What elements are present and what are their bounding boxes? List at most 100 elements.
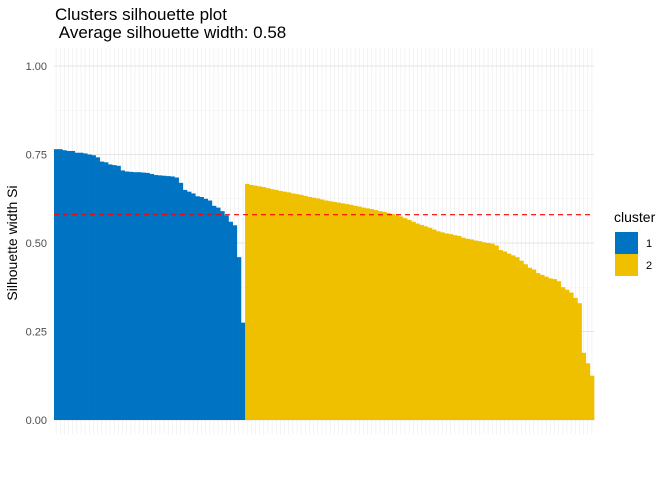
silhouette-bar	[398, 216, 404, 420]
silhouette-bar	[332, 201, 337, 420]
silhouette-bar	[99, 161, 105, 420]
silhouette-bar	[278, 190, 283, 420]
y-axis: 0.00 0.25 0.50 0.75 1.00	[26, 61, 47, 427]
silhouette-bar	[556, 281, 562, 420]
y-tick-label: 0.25	[26, 327, 47, 339]
silhouette-bar	[581, 352, 587, 420]
silhouette-bar	[108, 164, 113, 420]
silhouette-bar	[361, 207, 366, 420]
silhouette-bar	[319, 199, 325, 420]
y-tick-label: 1.00	[26, 61, 47, 73]
silhouette-bar	[357, 206, 362, 420]
silhouette-bar	[527, 267, 533, 420]
silhouette-bar	[373, 210, 379, 420]
silhouette-bar	[274, 189, 279, 420]
silhouette-bar	[78, 152, 84, 421]
silhouette-bar	[132, 172, 138, 420]
silhouette-bar	[91, 155, 96, 420]
chart-title: Clusters silhouette plot	[55, 5, 227, 24]
silhouette-bar	[299, 194, 304, 420]
silhouette-bar	[456, 235, 462, 420]
silhouette-bar	[490, 243, 495, 420]
silhouette-bar	[340, 203, 346, 420]
silhouette-bar	[112, 165, 117, 420]
silhouette-bar	[203, 198, 209, 420]
silhouette-bar	[145, 172, 150, 420]
silhouette-bar	[382, 211, 387, 420]
legend-label-2: 2	[646, 260, 652, 272]
silhouette-bar	[585, 363, 591, 420]
silhouette-bar	[573, 297, 578, 420]
silhouette-bar	[166, 176, 171, 420]
silhouette-bar	[523, 264, 528, 420]
y-tick-label: 0.75	[26, 150, 47, 162]
silhouette-bar	[257, 186, 263, 420]
silhouette-bar	[336, 202, 341, 420]
legend-label-1: 1	[646, 238, 652, 250]
silhouette-bar	[535, 273, 541, 420]
silhouette-bar	[560, 287, 566, 420]
silhouette-bar	[103, 162, 109, 420]
silhouette-bar	[510, 255, 516, 420]
silhouette-bar	[232, 225, 238, 420]
silhouette-bar	[427, 227, 433, 420]
silhouette-bar	[162, 175, 167, 420]
silhouette-bar	[58, 149, 63, 420]
silhouette-bar	[95, 157, 101, 420]
silhouette-bar	[369, 209, 375, 420]
silhouette-bar	[386, 212, 391, 420]
silhouette-bar	[70, 150, 76, 420]
silhouette-bar	[552, 279, 557, 420]
silhouette-bar	[87, 154, 92, 420]
silhouette-bar	[444, 233, 449, 420]
silhouette-bar	[473, 240, 479, 420]
silhouette-bar	[481, 242, 487, 420]
silhouette-bar	[191, 193, 196, 420]
silhouette-bar	[519, 260, 524, 420]
silhouette-bar	[411, 221, 416, 420]
silhouette-bar	[153, 175, 159, 420]
silhouette-bar	[324, 200, 329, 420]
silhouette-bar	[589, 375, 595, 420]
silhouette-bar	[220, 211, 225, 420]
silhouette-bar	[149, 173, 155, 420]
silhouette-bar	[461, 237, 466, 420]
silhouette-bar	[62, 150, 67, 420]
silhouette-bar	[498, 250, 503, 420]
silhouette-bar	[548, 278, 553, 420]
silhouette-bar	[564, 289, 570, 420]
legend: cluster 1 2	[614, 209, 656, 276]
silhouette-bar	[307, 196, 312, 420]
silhouette-bar	[436, 231, 441, 420]
y-tick-label: 0.00	[26, 415, 47, 427]
silhouette-bar	[515, 257, 520, 420]
silhouette-bar	[365, 208, 371, 420]
silhouette-bar	[207, 200, 213, 420]
silhouette-bar	[74, 152, 80, 421]
y-axis-title: Silhouette width Si	[4, 185, 20, 300]
silhouette-bar	[486, 243, 491, 420]
silhouette-bar	[469, 239, 474, 420]
silhouette-bar	[282, 191, 287, 420]
silhouette-bar	[544, 276, 549, 420]
silhouette-bar	[448, 234, 454, 420]
silhouette-bar	[128, 171, 134, 420]
silhouette-bar	[236, 257, 242, 420]
silhouette-bar	[378, 211, 383, 420]
silhouette-bar	[66, 150, 71, 420]
silhouette-bar	[195, 196, 200, 420]
y-tick-label: 0.50	[26, 238, 47, 250]
silhouette-bar	[216, 207, 221, 420]
silhouette-bar	[286, 192, 292, 420]
silhouette-bar	[419, 224, 425, 420]
silhouette-bar	[83, 153, 88, 421]
silhouette-bar	[211, 205, 217, 420]
silhouette-bar	[402, 218, 408, 420]
silhouette-bar	[432, 229, 437, 420]
legend-key-2	[615, 254, 638, 276]
silhouette-bar	[311, 197, 317, 420]
silhouette-bar	[157, 175, 163, 420]
silhouette-bar	[141, 172, 146, 420]
legend-key-1	[615, 232, 638, 254]
